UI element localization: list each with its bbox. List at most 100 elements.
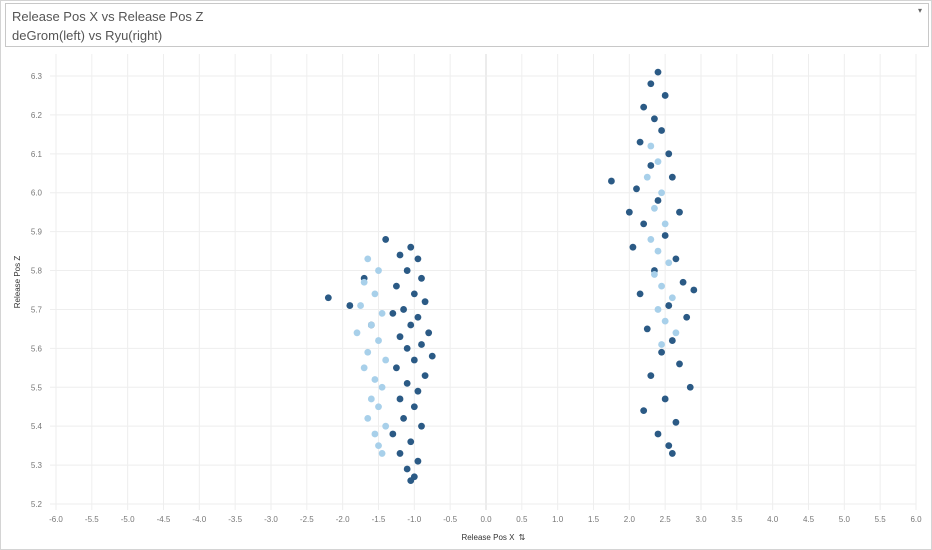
scatter-point <box>651 204 658 212</box>
scatter-point <box>647 236 655 243</box>
scatter-point <box>629 243 637 251</box>
scatter-point <box>672 329 680 337</box>
scatter-point <box>668 450 676 457</box>
y-tick-label: 5.8 <box>31 267 43 276</box>
scatter-point <box>414 387 422 395</box>
y-tick-label: 6.1 <box>31 150 43 159</box>
x-axis-label: Release Pos X <box>462 533 516 542</box>
scatter-point <box>371 376 379 383</box>
scatter-point <box>683 313 691 321</box>
scatter-point <box>640 103 648 111</box>
scatter-point <box>647 162 655 169</box>
scatter-point <box>640 220 648 228</box>
scatter-point <box>414 457 422 465</box>
scatter-point <box>654 68 662 76</box>
scatter-point <box>686 383 694 391</box>
scatter-point <box>357 302 364 309</box>
scatter-point <box>640 407 648 415</box>
scatter-point <box>396 333 404 341</box>
x-tick-label: 4.5 <box>803 515 815 524</box>
x-tick-label: -1.5 <box>372 515 386 524</box>
scatter-point <box>382 356 390 364</box>
x-tick-label: -2.5 <box>300 515 314 524</box>
x-tick-label: 2.5 <box>660 515 672 524</box>
scatter-point <box>679 278 687 286</box>
scatter-point <box>421 372 429 379</box>
scatter-point <box>378 450 386 457</box>
y-tick-label: 5.7 <box>31 305 43 314</box>
chart-subtitle: deGrom(left) vs Ryu(right) <box>12 28 163 43</box>
x-tick-label: -4.5 <box>157 515 171 524</box>
scatter-point <box>661 232 669 239</box>
x-tick-label: 0.0 <box>480 515 492 524</box>
x-tick-label: -3.0 <box>264 515 278 524</box>
scatter-point <box>625 208 633 216</box>
scatter-point <box>403 465 411 473</box>
scatter-point <box>378 383 386 391</box>
scatter-point <box>375 442 382 450</box>
x-tick-label: -0.5 <box>443 515 457 524</box>
scatter-point <box>407 438 415 446</box>
scatter-point <box>360 278 368 286</box>
scatter-point <box>672 418 680 426</box>
scatter-point <box>324 294 332 302</box>
scatter-point <box>658 341 665 348</box>
sort-icon[interactable]: ⇅ <box>519 533 526 542</box>
scatter-point <box>608 177 615 185</box>
scatter-point <box>658 189 665 197</box>
scatter-point <box>407 321 415 329</box>
scatter-point <box>661 317 669 325</box>
scatter-point <box>393 282 400 290</box>
scatter-point <box>396 251 404 259</box>
scatter-point <box>661 92 669 99</box>
scatter-point <box>389 430 397 438</box>
scatter-point <box>654 158 662 166</box>
x-tick-label: -6.0 <box>49 515 63 524</box>
scatter-point <box>425 329 433 337</box>
scatter-point <box>367 395 375 403</box>
scatter-point <box>668 294 676 302</box>
x-tick-label: -1.0 <box>407 515 421 524</box>
x-tick-label: -5.5 <box>85 515 99 524</box>
scatter-point <box>367 321 375 329</box>
scatter-point <box>654 430 662 438</box>
scatter-point <box>400 415 407 422</box>
scatter-point <box>382 422 390 430</box>
x-tick-label: 0.5 <box>516 515 528 524</box>
scatter-point <box>414 313 422 321</box>
scatter-point <box>647 142 655 150</box>
scatter-point <box>643 173 651 181</box>
scatter-point <box>647 80 655 88</box>
x-tick-label: -3.5 <box>228 515 242 524</box>
scatter-point <box>676 208 683 216</box>
scatter-point <box>403 379 411 387</box>
scatter-point <box>428 352 436 360</box>
caret-down-icon[interactable]: ▾ <box>917 6 922 15</box>
scatter-point <box>393 364 400 372</box>
scatter-point <box>661 220 669 228</box>
scatter-point <box>410 290 418 298</box>
scatter-point <box>658 348 665 356</box>
chart-title: Release Pos X vs Release Pos Z <box>12 9 204 24</box>
scatter-point <box>654 306 662 313</box>
scatter-point <box>382 236 390 243</box>
y-tick-label: 6.3 <box>31 72 43 81</box>
scatter-point <box>690 286 698 294</box>
scatter-point <box>668 337 676 344</box>
scatter-point <box>396 450 404 457</box>
scatter-point <box>407 477 415 485</box>
scatter-point <box>364 415 372 422</box>
scatter-point <box>378 309 386 317</box>
y-tick-label: 5.5 <box>31 383 43 392</box>
x-tick-label: 4.0 <box>767 515 779 524</box>
scatter-point <box>676 360 683 368</box>
scatter-point <box>418 341 425 348</box>
scatter-point <box>375 403 382 411</box>
x-tick-label: -5.0 <box>121 515 135 524</box>
y-tick-label: 5.3 <box>31 461 43 470</box>
scatter-point <box>665 259 673 267</box>
scatter-point <box>658 282 665 290</box>
scatter-point <box>665 302 673 309</box>
scatter-point <box>665 150 673 158</box>
scatter-point <box>668 173 676 181</box>
